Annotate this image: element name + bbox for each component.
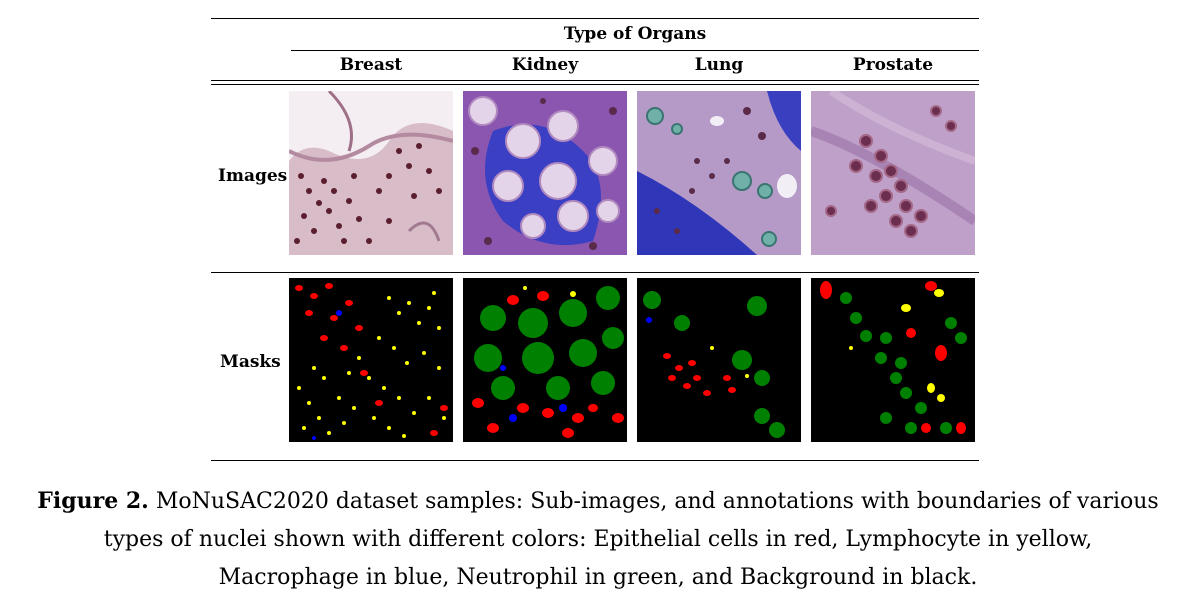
lung-histology-image [637,91,801,255]
header-double-rule-2 [211,84,979,85]
breast-histology-image [289,91,453,255]
lung-mask-image [637,278,801,442]
column-header-kidney: Kidney [511,55,579,75]
top-rule [211,18,979,19]
row-label-masks: Masks [220,352,281,372]
caption-text-1: MoNuSAC2020 dataset samples: Sub-images,… [155,489,1159,514]
figure-caption: Figure 2. MoNuSAC2020 dataset samples: S… [0,482,1196,597]
row-label-images: Images [218,166,288,186]
kidney-histology-image [463,91,627,255]
column-header-prostate: Prostate [852,55,934,75]
column-header-lung: Lung [694,55,744,75]
bottom-rule [211,460,979,461]
row-separator-rule [211,272,979,273]
caption-line-3: Macrophage in blue, Neutrophil in green,… [218,565,978,590]
column-header-breast: Breast [339,55,403,75]
prostate-histology-image [811,91,975,255]
prostate-mask-image [811,278,975,442]
group-underline [291,50,979,51]
caption-line-2: types of nuclei shown with different col… [103,527,1093,552]
figure-label: Figure 2. [37,488,149,514]
header-double-rule-1 [211,80,979,81]
group-header: Type of Organs [563,24,707,44]
breast-mask-image [289,278,453,442]
kidney-mask-image [463,278,627,442]
caption-line-1: Figure 2. MoNuSAC2020 dataset samples: S… [0,482,1196,521]
